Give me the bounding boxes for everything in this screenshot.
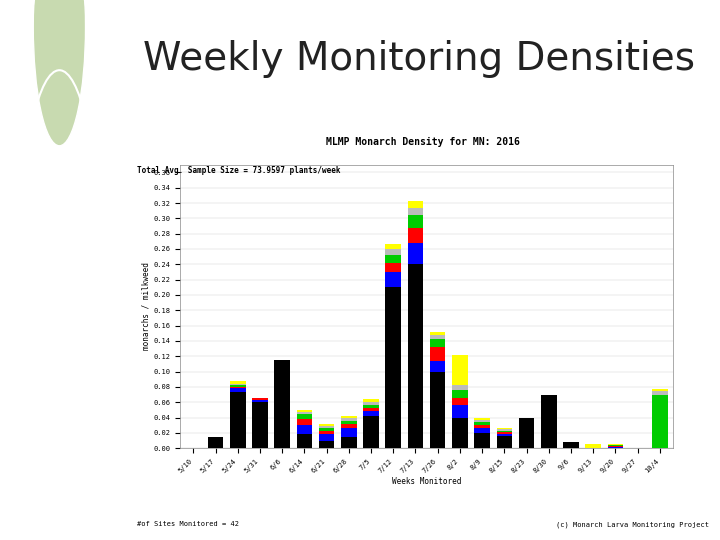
Text: (c) Monarch Larva Monitoring Project: (c) Monarch Larva Monitoring Project: [557, 521, 709, 528]
Bar: [341, 418, 356, 421]
Bar: [297, 434, 312, 448]
Bar: [208, 437, 223, 448]
Bar: [519, 417, 534, 448]
Bar: [474, 417, 490, 420]
Bar: [497, 436, 512, 448]
Bar: [430, 361, 446, 372]
Bar: [364, 411, 379, 416]
Bar: [319, 434, 334, 441]
Bar: [474, 420, 490, 422]
Bar: [297, 425, 312, 434]
Bar: [408, 201, 423, 207]
Bar: [252, 402, 268, 448]
Bar: [319, 428, 334, 430]
Bar: [341, 421, 356, 424]
Bar: [408, 207, 423, 215]
Bar: [230, 387, 246, 388]
Y-axis label: monarchs / milkweed: monarchs / milkweed: [142, 262, 150, 350]
Bar: [364, 408, 379, 411]
Bar: [230, 388, 246, 392]
Bar: [230, 392, 246, 448]
Bar: [563, 442, 579, 448]
Text: #of Sites Monitored = 42: #of Sites Monitored = 42: [137, 521, 239, 527]
Bar: [341, 424, 356, 428]
Bar: [252, 399, 268, 400]
Bar: [474, 425, 490, 428]
Bar: [452, 386, 468, 390]
Bar: [430, 347, 446, 361]
Bar: [364, 402, 379, 406]
Bar: [297, 419, 312, 425]
Bar: [297, 410, 312, 412]
Bar: [608, 446, 624, 447]
Bar: [341, 416, 356, 418]
Text: Total Avg. Sample Size = 73.9597 plants/week: Total Avg. Sample Size = 73.9597 plants/…: [137, 166, 341, 175]
Bar: [408, 215, 423, 227]
Bar: [608, 447, 624, 448]
Bar: [497, 429, 512, 430]
Bar: [474, 433, 490, 448]
Bar: [430, 335, 446, 340]
Bar: [652, 391, 667, 395]
Bar: [452, 406, 468, 417]
Bar: [430, 372, 446, 448]
Bar: [385, 272, 401, 287]
Bar: [430, 340, 446, 347]
Bar: [364, 399, 379, 402]
Bar: [385, 263, 401, 272]
Bar: [230, 384, 246, 386]
Bar: [652, 389, 667, 391]
Bar: [608, 443, 624, 445]
X-axis label: Weeks Monitored: Weeks Monitored: [392, 477, 462, 486]
Bar: [364, 416, 379, 448]
Bar: [252, 400, 268, 402]
Bar: [319, 426, 334, 428]
Bar: [408, 264, 423, 448]
Bar: [585, 444, 601, 448]
Bar: [385, 245, 401, 249]
Bar: [452, 390, 468, 397]
Bar: [297, 415, 312, 419]
Bar: [474, 422, 490, 425]
Bar: [608, 445, 624, 446]
Bar: [319, 424, 334, 426]
Bar: [385, 255, 401, 263]
Bar: [385, 287, 401, 448]
Bar: [452, 417, 468, 448]
Bar: [408, 227, 423, 243]
Bar: [319, 441, 334, 448]
Bar: [474, 428, 490, 433]
Circle shape: [33, 0, 86, 146]
Bar: [541, 395, 557, 448]
Bar: [452, 397, 468, 406]
Bar: [341, 437, 356, 448]
Bar: [652, 395, 667, 448]
Bar: [230, 381, 246, 384]
Bar: [497, 430, 512, 432]
Bar: [230, 386, 246, 387]
Bar: [252, 397, 268, 399]
Bar: [497, 428, 512, 429]
Bar: [364, 406, 379, 408]
Bar: [408, 243, 423, 264]
Bar: [297, 412, 312, 415]
Bar: [452, 355, 468, 386]
Bar: [319, 430, 334, 434]
Text: Weekly Monitoring Densities: Weekly Monitoring Densities: [143, 40, 695, 78]
Bar: [274, 360, 290, 448]
Bar: [341, 428, 356, 437]
Bar: [430, 332, 446, 335]
Bar: [497, 432, 512, 434]
Text: MLMP Monarch Density for MN: 2016: MLMP Monarch Density for MN: 2016: [326, 137, 520, 147]
Bar: [385, 249, 401, 255]
Bar: [497, 434, 512, 436]
